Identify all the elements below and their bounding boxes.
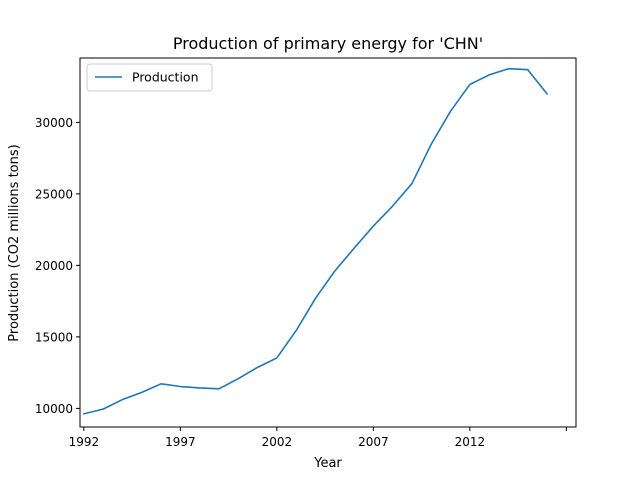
y-tick-label: 25000 — [35, 187, 73, 201]
y-tick-label: 10000 — [35, 402, 73, 416]
x-axis-label: Year — [313, 456, 342, 471]
x-tick-label: 1997 — [165, 435, 196, 449]
x-tick-label: 2002 — [262, 435, 293, 449]
x-tick-label: 1992 — [69, 435, 100, 449]
legend: Production — [87, 64, 212, 91]
legend-label: Production — [132, 70, 199, 85]
x-tick-label: 2007 — [358, 435, 389, 449]
y-axis-label: Production (CO2 millions tons) — [7, 144, 22, 341]
chart-title: Production of primary energy for 'CHN' — [173, 34, 483, 53]
y-tick-label: 30000 — [35, 116, 73, 130]
y-tick-label: 15000 — [35, 330, 73, 344]
y-tick-label: 20000 — [35, 259, 73, 273]
x-tick-label: 2012 — [455, 435, 486, 449]
